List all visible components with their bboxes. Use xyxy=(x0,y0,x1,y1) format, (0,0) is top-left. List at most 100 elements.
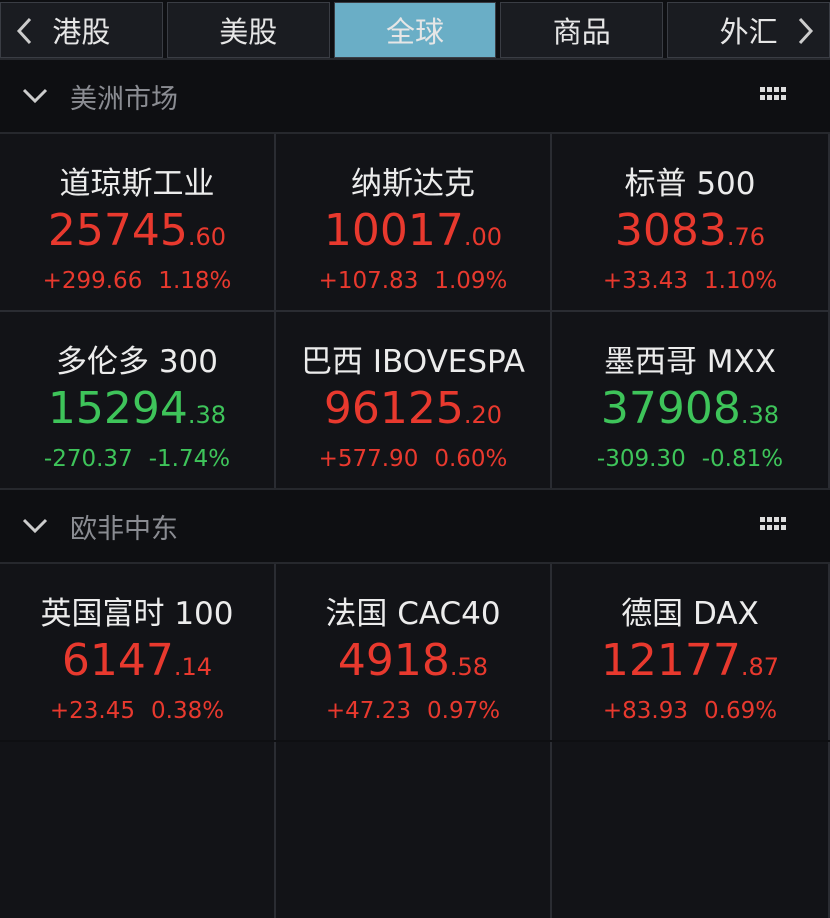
price-integer: 4918 xyxy=(337,635,450,686)
tab[interactable]: 美股 xyxy=(166,2,330,58)
price-integer: 3083 xyxy=(614,205,727,256)
index-card[interactable]: 德国 DAX 12177.87 +83.93 0.69% xyxy=(552,564,828,740)
index-price: 37908.38 xyxy=(601,384,779,434)
change-value: +47.23 xyxy=(325,698,412,724)
price-decimal: .58 xyxy=(449,653,489,681)
index-change: +33.43 1.10% xyxy=(603,268,777,294)
price-integer: 96125 xyxy=(323,383,464,434)
index-name: 巴西 IBOVESPA xyxy=(301,344,525,380)
index-name: 多伦多 300 xyxy=(55,344,219,380)
index-card[interactable] xyxy=(276,742,550,918)
price-decimal: .87 xyxy=(740,653,780,681)
tab-label: 全球 xyxy=(385,15,444,49)
index-card[interactable] xyxy=(552,742,828,918)
index-change: +83.93 0.69% xyxy=(603,698,777,724)
tab-label: 港股 xyxy=(52,15,111,49)
section-title: 美洲市场 xyxy=(70,83,178,115)
change-value: +33.43 xyxy=(602,268,689,294)
tab-label: 美股 xyxy=(219,15,278,49)
price-decimal: .38 xyxy=(740,401,780,429)
index-change: +47.23 0.97% xyxy=(326,698,500,724)
card-grid: 道琼斯工业 25745.60 +299.66 1.18% 纳斯达克 10017.00 +10… xyxy=(0,134,830,488)
index-price: 25745.60 xyxy=(48,206,226,256)
change-percent: 0.69% xyxy=(704,698,778,724)
change-value: +83.93 xyxy=(602,698,689,724)
tab[interactable]: 外汇 xyxy=(667,2,830,58)
price-integer: 37908 xyxy=(600,383,741,434)
change-percent: 0.97% xyxy=(427,698,501,724)
index-card[interactable]: 法国 CAC40 4918.58 +47.23 0.97% xyxy=(276,564,550,740)
collapse-icon[interactable] xyxy=(22,88,48,104)
tab[interactable]: 商品 xyxy=(500,2,664,58)
section-header[interactable]: 欧非中东 xyxy=(0,488,830,564)
left-arrow[interactable] xyxy=(15,17,33,45)
index-card[interactable]: 多伦多 300 15294.38 -270.37 -1.74% xyxy=(0,312,274,488)
index-price: 3083.76 xyxy=(615,206,765,256)
index-card[interactable] xyxy=(0,742,274,918)
grid-icon[interactable] xyxy=(760,87,788,107)
market-list: 美洲市场 道琼斯工业 25745.60 +299.66 1.18% 纳斯达克 10017.0… xyxy=(0,58,830,918)
price-integer: 12177 xyxy=(600,635,741,686)
index-change: +577.90 0.60% xyxy=(319,446,508,472)
index-name: 纳斯达克 xyxy=(351,166,475,202)
change-percent: 1.18% xyxy=(158,268,232,294)
section-title: 欧非中东 xyxy=(70,513,178,545)
index-price: 4918.58 xyxy=(338,636,488,686)
right-arrow[interactable] xyxy=(797,17,815,45)
grid-icon[interactable] xyxy=(760,517,788,537)
index-price: 12177.87 xyxy=(601,636,779,686)
tab-label: 外汇 xyxy=(719,15,778,49)
index-name: 标普 500 xyxy=(624,166,756,202)
change-percent: -0.81% xyxy=(701,446,784,472)
index-change: +107.83 1.09% xyxy=(319,268,508,294)
tab[interactable]: 港股 xyxy=(0,2,163,58)
index-card[interactable]: 纳斯达克 10017.00 +107.83 1.09% xyxy=(276,134,550,310)
price-decimal: .14 xyxy=(173,653,213,681)
collapse-icon[interactable] xyxy=(22,518,48,534)
price-integer: 10017 xyxy=(323,205,464,256)
change-value: +299.66 xyxy=(42,268,143,294)
change-percent: 1.09% xyxy=(434,268,508,294)
index-card[interactable]: 标普 500 3083.76 +33.43 1.10% xyxy=(552,134,828,310)
index-change: -270.37 -1.74% xyxy=(44,446,230,472)
index-card[interactable]: 英国富时 100 6147.14 +23.45 0.38% xyxy=(0,564,274,740)
price-decimal: .76 xyxy=(726,223,766,251)
change-value: +577.90 xyxy=(318,446,419,472)
index-price: 10017.00 xyxy=(324,206,502,256)
change-value: -270.37 xyxy=(43,446,133,472)
change-value: -309.30 xyxy=(596,446,686,472)
price-integer: 6147 xyxy=(61,635,174,686)
change-value: +107.83 xyxy=(318,268,419,294)
index-name: 英国富时 100 xyxy=(40,596,234,632)
price-decimal: .60 xyxy=(187,223,227,251)
index-name: 德国 DAX xyxy=(621,596,759,632)
change-percent: 0.38% xyxy=(151,698,225,724)
price-integer: 25745 xyxy=(47,205,188,256)
index-price: 6147.14 xyxy=(62,636,212,686)
index-card[interactable]: 巴西 IBOVESPA 96125.20 +577.90 0.60% xyxy=(276,312,550,488)
index-price: 96125.20 xyxy=(324,384,502,434)
index-card[interactable]: 道琼斯工业 25745.60 +299.66 1.18% xyxy=(0,134,274,310)
index-price: 15294.38 xyxy=(48,384,226,434)
change-percent: 1.10% xyxy=(704,268,778,294)
index-change: -309.30 -0.81% xyxy=(597,446,783,472)
price-decimal: .38 xyxy=(187,401,227,429)
index-card[interactable]: 墨西哥 MXX 37908.38 -309.30 -0.81% xyxy=(552,312,828,488)
card-grid xyxy=(0,742,830,918)
tab[interactable]: 全球 xyxy=(333,2,497,58)
index-change: +23.45 0.38% xyxy=(50,698,224,724)
change-percent: 0.60% xyxy=(434,446,508,472)
tab-label: 商品 xyxy=(552,15,611,49)
card-grid: 英国富时 100 6147.14 +23.45 0.38% 法国 CAC40 4918.5… xyxy=(0,564,830,740)
change-percent: -1.74% xyxy=(148,446,231,472)
tab-bar: 港股 美股 全球 商品 外汇 xyxy=(0,0,830,58)
price-decimal: .00 xyxy=(463,223,503,251)
index-change: +299.66 1.18% xyxy=(43,268,232,294)
index-name: 道琼斯工业 xyxy=(59,166,215,202)
index-name: 法国 CAC40 xyxy=(325,596,501,632)
price-integer: 15294 xyxy=(47,383,188,434)
section-header[interactable]: 美洲市场 xyxy=(0,58,830,134)
index-name: 墨西哥 MXX xyxy=(603,344,777,380)
change-value: +23.45 xyxy=(49,698,136,724)
